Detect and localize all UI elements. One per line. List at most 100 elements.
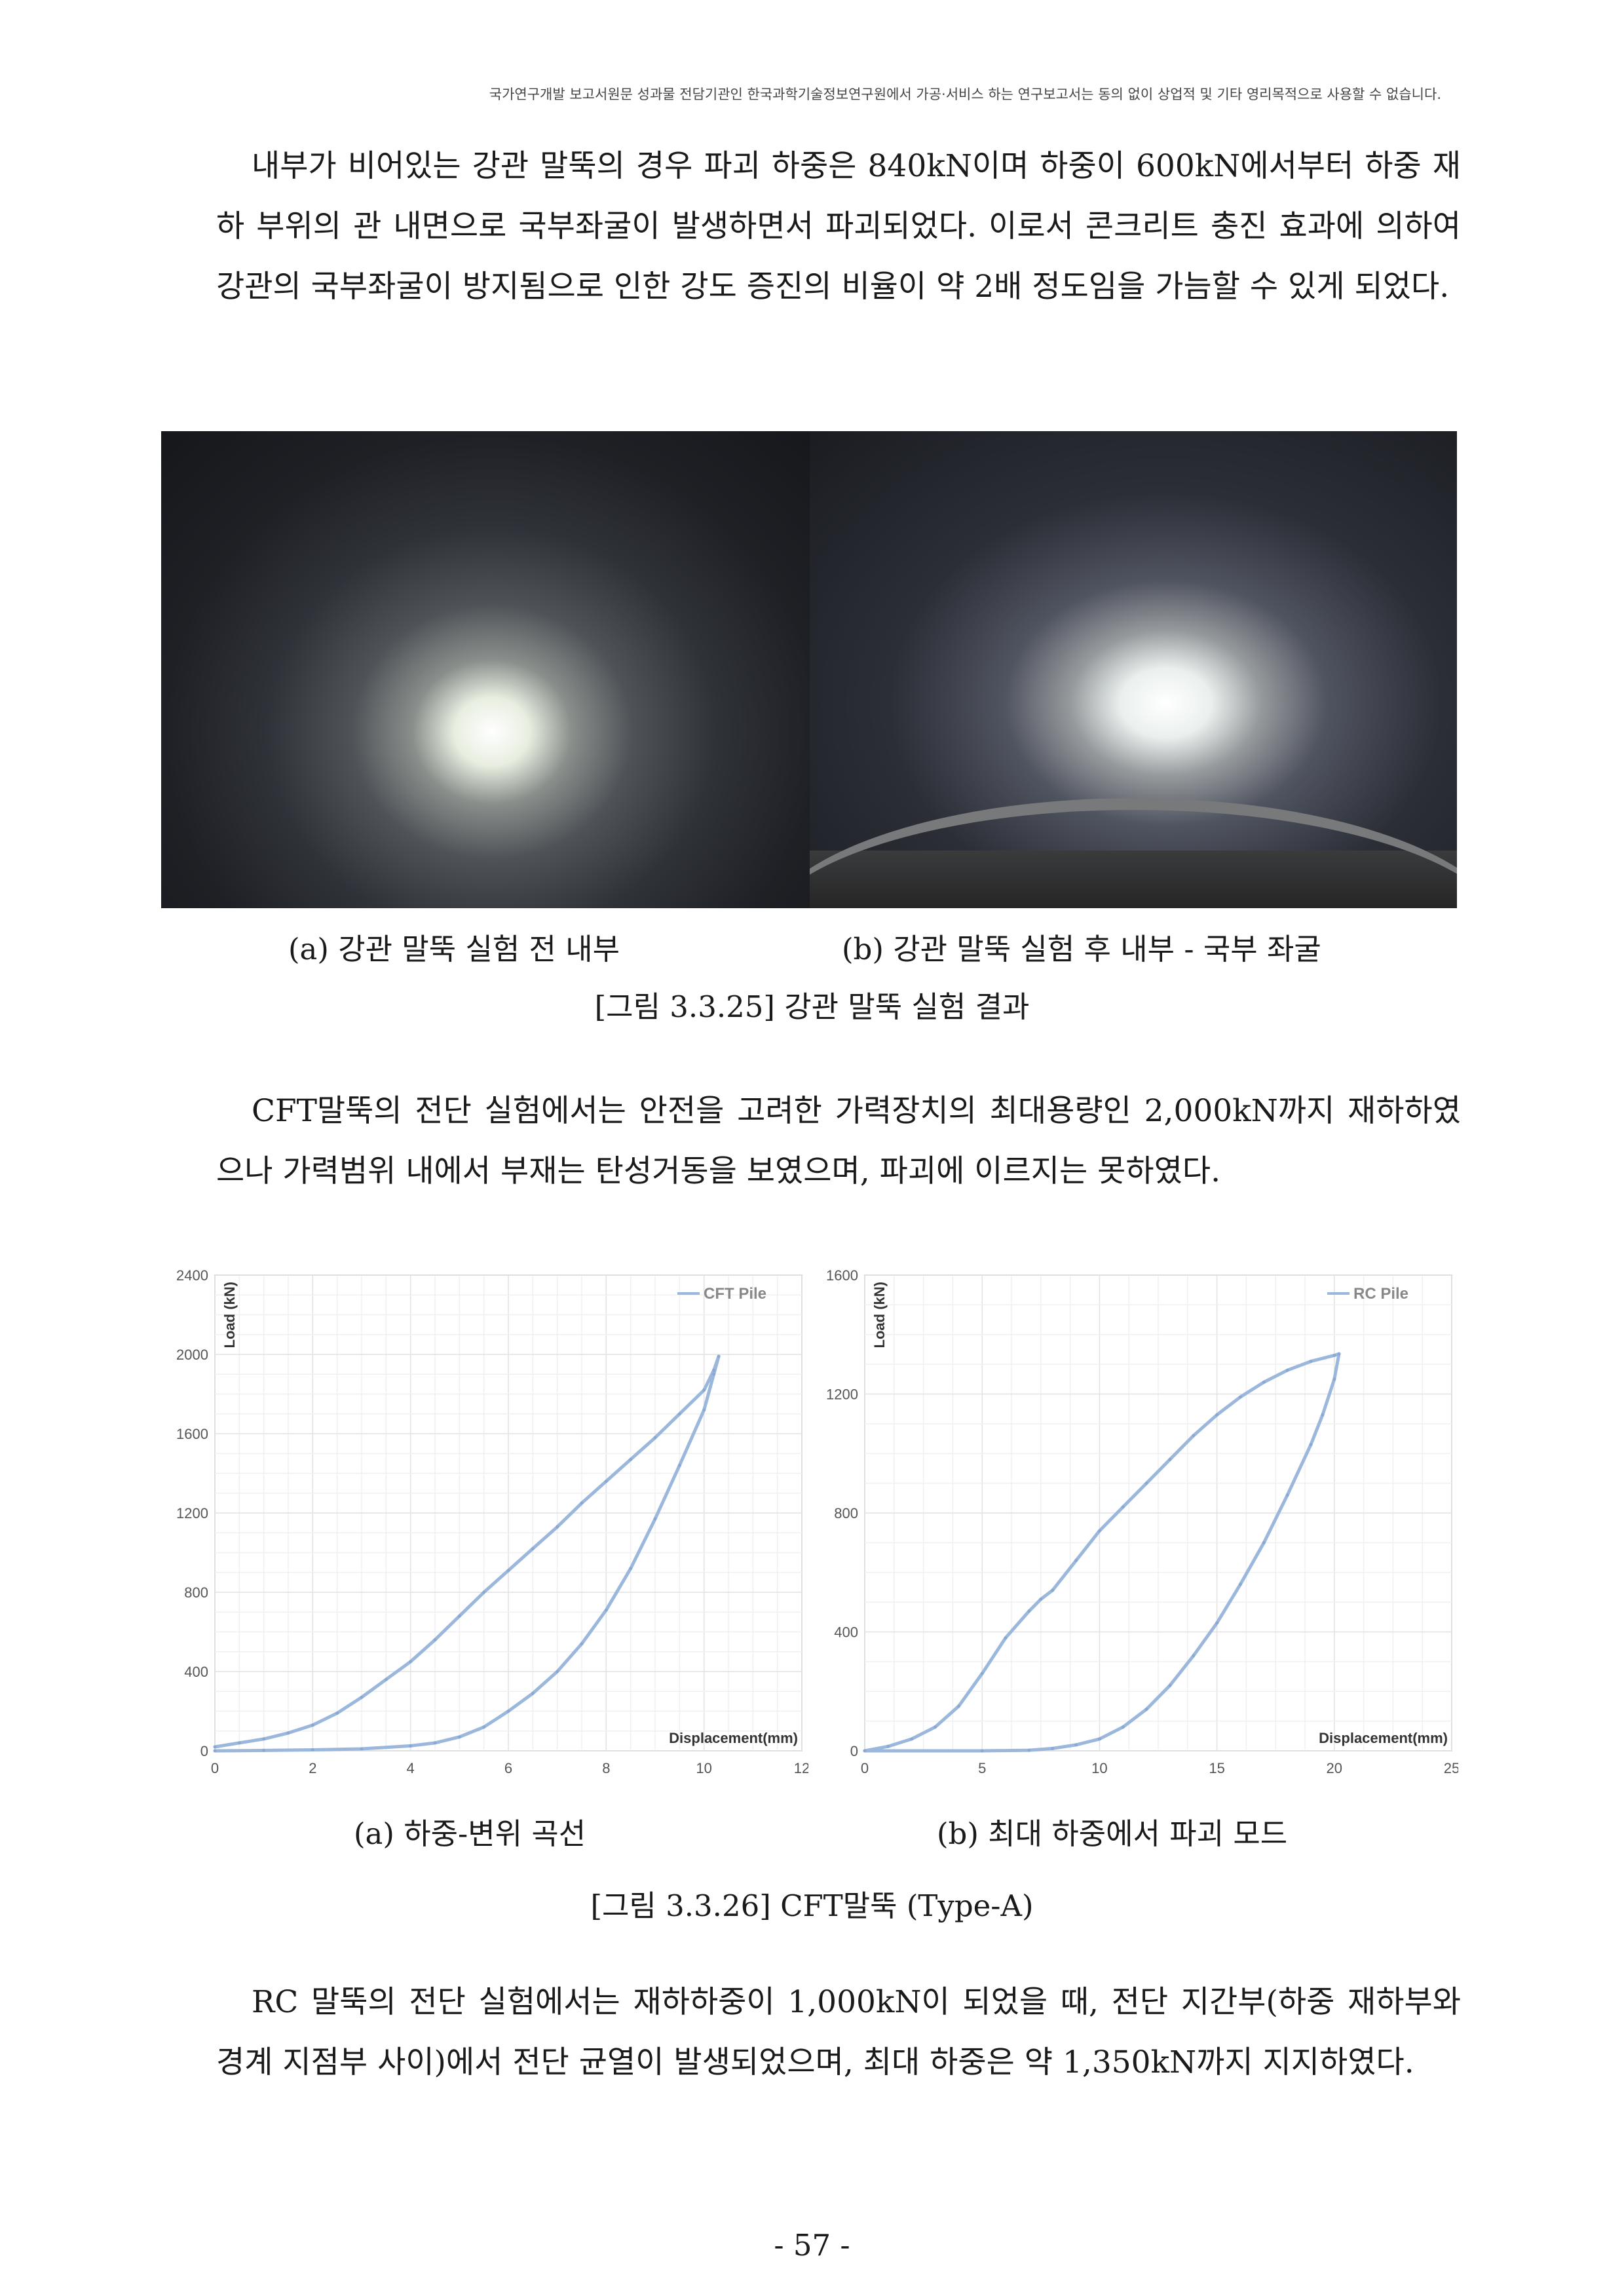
data-point bbox=[457, 1735, 461, 1739]
data-point bbox=[506, 1569, 510, 1573]
y-tick-label: 1600 bbox=[826, 1267, 858, 1284]
y-tick-label: 0 bbox=[850, 1743, 858, 1759]
data-point bbox=[1051, 1588, 1055, 1592]
data-point bbox=[910, 1737, 914, 1741]
x-axis-label: Displacement(mm) bbox=[669, 1730, 798, 1746]
y-tick-label: 2400 bbox=[176, 1267, 208, 1284]
y-tick-label: 800 bbox=[834, 1505, 858, 1521]
x-tick-label: 25 bbox=[1444, 1760, 1458, 1776]
data-point bbox=[1074, 1559, 1078, 1563]
data-point bbox=[409, 1744, 413, 1748]
figure-26-caption-a: (a) 하중-변위 곡선 bbox=[354, 1816, 586, 1851]
chart-rc-svg: 0 5 10 15 20 25 0 400 800 1200 1600 Displacement(mm… bbox=[826, 1267, 1458, 1776]
paragraph-steel-pile: 내부가 비어있는 강관 말뚝의 경우 파괴 하중은 840kN이며 하중이 60… bbox=[216, 148, 1461, 305]
x-tick-label: 0 bbox=[861, 1760, 869, 1776]
data-point bbox=[653, 1436, 657, 1440]
data-point bbox=[262, 1737, 266, 1741]
data-point bbox=[1039, 1598, 1043, 1601]
data-point bbox=[213, 1745, 217, 1749]
data-point bbox=[360, 1695, 364, 1699]
data-point bbox=[1144, 1482, 1148, 1485]
chart-cft-load-displacement: 0 2 4 6 8 10 12 0 400 800 1200 1600 2000 2400 Displace… bbox=[160, 1265, 808, 1795]
data-point bbox=[1215, 1621, 1219, 1625]
x-axis-label: Displacement(mm) bbox=[1319, 1730, 1448, 1746]
data-point bbox=[482, 1590, 486, 1594]
data-point bbox=[384, 1677, 388, 1681]
data-point bbox=[677, 1463, 681, 1467]
chart-rc-load-displacement: 0 5 10 15 20 25 0 400 800 1200 1600 Displacement(mm… bbox=[810, 1265, 1458, 1795]
data-point bbox=[311, 1748, 314, 1751]
data-point bbox=[1097, 1737, 1101, 1741]
data-point bbox=[980, 1749, 984, 1753]
data-point bbox=[531, 1691, 535, 1695]
data-point bbox=[956, 1704, 960, 1708]
data-point bbox=[482, 1725, 486, 1729]
data-point bbox=[1144, 1707, 1148, 1711]
data-point bbox=[556, 1670, 559, 1674]
legend-label: CFT Pile bbox=[704, 1285, 766, 1303]
x-tick-label: 5 bbox=[978, 1760, 986, 1776]
data-point bbox=[1238, 1395, 1242, 1399]
data-point bbox=[286, 1731, 290, 1735]
data-point bbox=[1285, 1493, 1289, 1497]
series-line bbox=[864, 1352, 1341, 1753]
data-point bbox=[604, 1608, 608, 1612]
data-point bbox=[409, 1660, 413, 1664]
data-point bbox=[580, 1501, 584, 1505]
y-axis-label: Load (kN) bbox=[871, 1282, 888, 1348]
paragraph-cft-pile: CFT말뚝의 전단 실험에서는 안전을 고려한 가력장치의 최대용량인 2,00… bbox=[216, 1093, 1461, 1189]
data-point bbox=[556, 1525, 559, 1529]
data-point bbox=[1285, 1368, 1289, 1372]
data-point bbox=[237, 1741, 241, 1745]
data-point bbox=[506, 1710, 510, 1713]
x-tick-label: 2 bbox=[309, 1760, 316, 1776]
data-point bbox=[1074, 1743, 1078, 1747]
figure-25-title: [그림 3.3.25] 강관 말뚝 실험 결과 bbox=[594, 989, 1030, 1024]
data-point bbox=[1262, 1540, 1266, 1544]
figure-26-caption-b: (b) 최대 하중에서 파괴 모드 bbox=[937, 1816, 1288, 1851]
data-point bbox=[863, 1749, 867, 1753]
x-tick-label: 0 bbox=[211, 1760, 219, 1776]
data-point bbox=[702, 1388, 706, 1392]
data-point bbox=[457, 1614, 461, 1618]
figure-25-caption-a: (a) 강관 말뚝 실험 전 내부 bbox=[288, 932, 620, 966]
data-point bbox=[604, 1480, 608, 1483]
data-point bbox=[712, 1368, 716, 1372]
data-point bbox=[1192, 1654, 1196, 1658]
data-point bbox=[1097, 1529, 1101, 1533]
data-point bbox=[213, 1749, 217, 1753]
figure-26-title: [그림 3.3.26] CFT말뚝 (Type-A) bbox=[590, 1888, 1034, 1923]
data-point bbox=[335, 1712, 339, 1715]
data-point bbox=[1215, 1413, 1219, 1417]
data-point bbox=[1027, 1609, 1031, 1613]
x-tick-label: 15 bbox=[1209, 1760, 1224, 1776]
x-tick-label: 8 bbox=[602, 1760, 610, 1776]
data-point bbox=[1192, 1434, 1196, 1438]
photo-steel-pile-before bbox=[161, 431, 810, 908]
data-point bbox=[677, 1412, 681, 1416]
data-point bbox=[934, 1725, 937, 1729]
x-tick-label: 6 bbox=[504, 1760, 512, 1776]
data-point bbox=[1004, 1636, 1008, 1640]
photo-steel-pile-after bbox=[810, 431, 1457, 908]
chart-cft-svg: 0 2 4 6 8 10 12 0 400 800 1200 1600 2000 2400 Displace… bbox=[176, 1267, 808, 1776]
data-point bbox=[702, 1408, 706, 1412]
photo-pipe-rim bbox=[810, 798, 1457, 908]
data-point bbox=[1168, 1683, 1172, 1687]
x-tick-label: 10 bbox=[1091, 1760, 1107, 1776]
y-tick-label: 1200 bbox=[826, 1387, 858, 1403]
y-tick-label: 2000 bbox=[176, 1347, 208, 1363]
data-point bbox=[433, 1741, 437, 1745]
data-point bbox=[311, 1723, 314, 1727]
data-point bbox=[629, 1457, 633, 1461]
y-tick-label: 1600 bbox=[176, 1426, 208, 1442]
y-tick-label: 1200 bbox=[176, 1505, 208, 1521]
data-point bbox=[1332, 1377, 1336, 1381]
y-tick-label: 0 bbox=[200, 1743, 208, 1759]
data-point bbox=[1309, 1443, 1313, 1447]
data-point bbox=[980, 1672, 984, 1675]
data-point bbox=[717, 1354, 721, 1358]
y-tick-label: 800 bbox=[184, 1584, 208, 1601]
data-point bbox=[712, 1372, 716, 1376]
data-point bbox=[580, 1642, 584, 1646]
